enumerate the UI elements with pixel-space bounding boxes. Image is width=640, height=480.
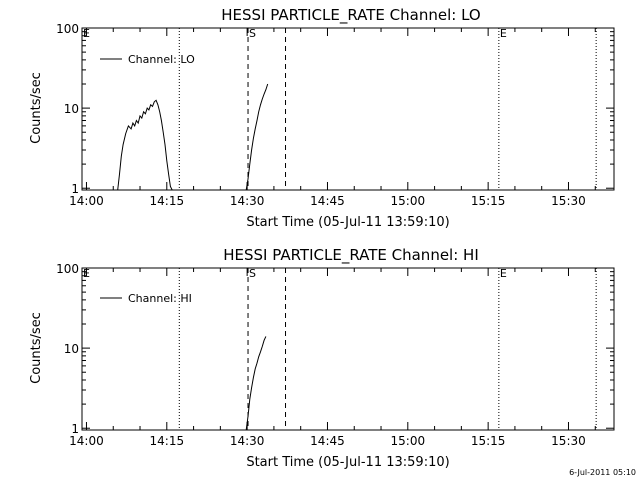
x-tick-label: 14:45 (310, 434, 345, 448)
legend-label: Channel: HI (128, 292, 192, 305)
footer-timestamp: 6-Jul-2011 05:10 (569, 468, 636, 477)
x-tick-label: 15:00 (391, 434, 426, 448)
series-line (245, 336, 267, 431)
x-tick-label: 14:15 (150, 434, 185, 448)
x-tick-label: 14:00 (69, 434, 104, 448)
chart-title: HESSI PARTICLE_RATE Channel: HI (223, 246, 479, 265)
y-tick-label: 10 (64, 102, 79, 116)
x-tick-label: 15:30 (551, 194, 586, 208)
chart-lo: HESSI PARTICLE_RATE Channel: LO Counts/s… (29, 6, 615, 230)
series-line (245, 83, 269, 191)
x-axis-label: Start Time (05-Jul-11 13:59:10) (246, 455, 449, 470)
y-axis-label: Counts/sec (29, 72, 44, 144)
x-axis-label: Start Time (05-Jul-11 13:59:10) (246, 215, 449, 230)
x-tick-label: 15:15 (471, 434, 506, 448)
chart-hi: HESSI PARTICLE_RATE Channel: HI Counts/s… (29, 246, 615, 470)
y-tick-label: 100 (56, 262, 79, 276)
x-tick-label: 14:30 (230, 434, 265, 448)
y-tick-label: 1 (71, 182, 79, 196)
y-tick-label: 1 (71, 422, 79, 436)
x-tick-label: 15:30 (551, 434, 586, 448)
legend-label: Channel: LO (128, 53, 195, 66)
y-tick-label: 10 (64, 342, 79, 356)
chart-title: HESSI PARTICLE_RATE Channel: LO (221, 6, 480, 25)
x-tick-label: 15:15 (471, 194, 506, 208)
x-tick-label: 14:30 (230, 194, 265, 208)
y-axis-label: Counts/sec (29, 312, 44, 384)
event-marker-label: E (500, 27, 507, 40)
x-tick-label: 15:00 (391, 194, 426, 208)
event-marker-label: E (83, 267, 90, 280)
event-marker-label: E (83, 27, 90, 40)
x-tick-label: 14:45 (310, 194, 345, 208)
y-tick-label: 100 (56, 22, 79, 36)
x-tick-label: 14:15 (150, 194, 185, 208)
event-marker-label: E (500, 267, 507, 280)
series-line (117, 99, 173, 191)
event-marker-label: S (249, 267, 256, 280)
event-marker-label: S (249, 27, 256, 40)
x-tick-label: 14:00 (69, 194, 104, 208)
